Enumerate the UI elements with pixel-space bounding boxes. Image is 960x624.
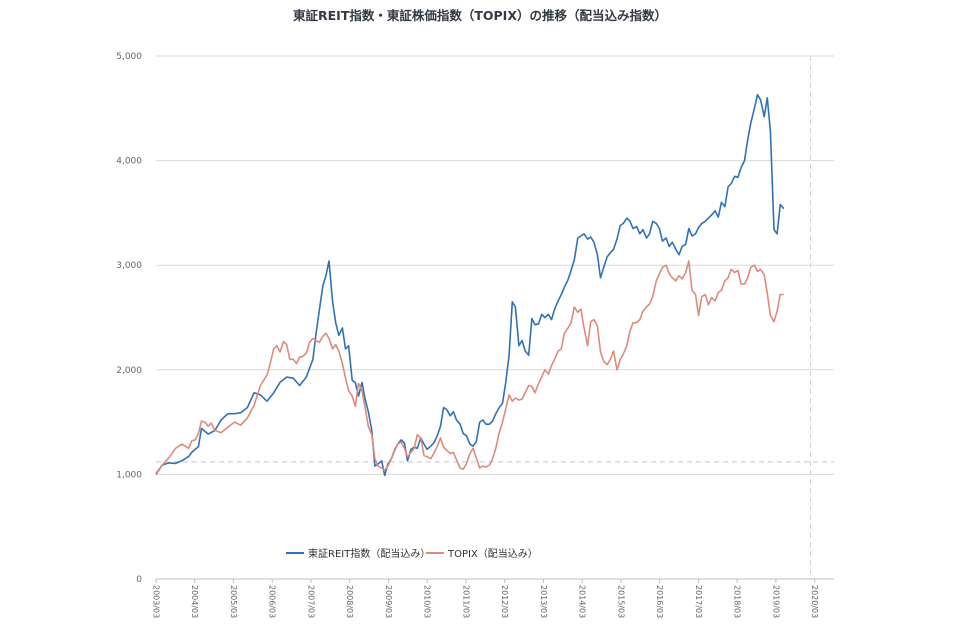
y-tick-label: 1,000	[116, 470, 142, 480]
x-tick-label: 2006/03	[268, 585, 277, 618]
x-tick-label: 2007/03	[306, 585, 315, 618]
x-tick-label: 2013/03	[539, 585, 548, 618]
x-tick-label: 2020/03	[810, 585, 819, 618]
x-tick-label: 2004/03	[190, 585, 199, 618]
x-tick-label: 2008/03	[345, 585, 354, 618]
y-tick-label: 0	[136, 575, 142, 585]
axis-layer: 0 1,000 2,000 3,000 4,000 5,000 2003/03 2004/03…	[116, 52, 834, 618]
series-layer	[155, 93, 785, 477]
x-tick-label: 2005/03	[229, 585, 238, 618]
x-tick-label: 2016/03	[655, 585, 664, 618]
y-tick-label: 5,000	[116, 52, 142, 62]
x-tick-label: 2018/03	[733, 585, 742, 618]
x-tick-label: 2017/03	[694, 585, 703, 618]
series-line	[155, 93, 785, 477]
x-tick-label: 2003/03	[152, 585, 161, 618]
x-tick-label: 2010/03	[423, 585, 432, 618]
legend-label: 東証REIT指数（配当込み）	[308, 547, 430, 560]
legend-label: TOPIX（配当込み）	[447, 547, 538, 560]
legend: 東証REIT指数（配当込み） TOPIX（配当込み）	[286, 547, 538, 560]
y-tick-label: 3,000	[116, 261, 142, 271]
reference-lines	[156, 56, 834, 579]
grid-layer	[156, 55, 834, 580]
x-tick-label: 2019/03	[771, 585, 780, 618]
x-tick-label: 2012/03	[500, 585, 509, 618]
x-tick-label: 2011/03	[461, 585, 470, 618]
y-tick-label: 2,000	[116, 366, 142, 376]
x-tick-label: 2014/03	[578, 585, 587, 618]
x-tick-label: 2015/03	[616, 585, 625, 618]
series-line	[155, 260, 784, 474]
chart-title: 東証REIT指数・東証株価指数（TOPIX）の推移（配当込み指数）	[293, 8, 667, 23]
x-tick-label: 2009/03	[384, 585, 393, 618]
y-tick-label: 4,000	[116, 157, 142, 167]
